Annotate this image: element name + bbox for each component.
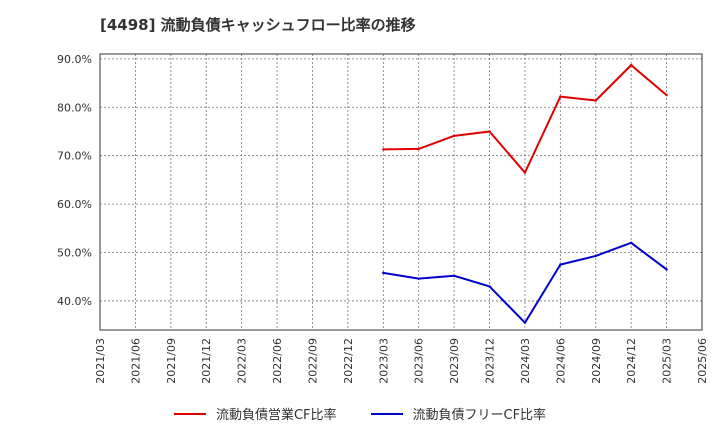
legend-label-free-cf: 流動負債フリーCF比率 [412,408,547,423]
data-point-operating-cf [523,171,527,174]
y-tick-label: 80.0% [57,101,92,114]
data-point-operating-cf [488,130,491,133]
legend-item-operating-cf: 流動負債営業CF比率 [173,404,337,423]
legend-item-free-cf: 流動負債フリーCF比率 [370,404,547,423]
x-tick-label: 2021/12 [200,338,213,384]
legend-label-operating-cf: 流動負債営業CF比率 [215,408,337,423]
y-tick-label: 90.0% [57,53,92,66]
data-point-free-cf [594,254,597,258]
y-tick-label: 50.0% [57,247,92,260]
x-tick-label: 2022/12 [342,338,355,384]
data-point-operating-cf [629,63,633,67]
x-tick-label: 2025/03 [661,338,674,384]
legend-swatch-operating-cf [173,412,206,415]
data-point-operating-cf [559,95,562,98]
x-tick-label: 2024/12 [625,338,638,384]
x-tick-label: 2023/06 [413,338,426,384]
data-point-operating-cf [382,148,385,151]
x-tick-label: 2022/03 [236,338,249,384]
y-tick-label: 70.0% [57,150,92,163]
y-tick-label: 60.0% [57,198,92,211]
chart-title: [4498] 流動負債キャッシュフロー比率の推移 [100,16,416,34]
y-tick-label: 40.0% [57,295,92,308]
legend-swatch-free-cf [370,412,403,415]
x-tick-label: 2021/03 [94,338,107,384]
x-tick-label: 2024/09 [590,338,603,384]
data-point-free-cf [559,263,562,266]
data-point-free-cf [629,241,633,245]
legend: 流動負債営業CF比率 流動負債フリーCF比率 [0,404,720,423]
y-tick-labels: 40.0% 50.0% 60.0% 70.0% 80.0% 90.0% [57,53,92,308]
x-tick-label: 2023/12 [484,338,497,384]
x-tick-label: 2024/03 [519,338,532,384]
data-point-free-cf [665,268,668,271]
x-tick-label: 2021/06 [129,338,142,384]
x-tick-label: 2025/06 [696,338,709,384]
x-tick-labels: 2021/03 2021/06 2021/09 2021/12 2022/03 2022/… [94,338,709,384]
x-tick-label: 2023/09 [448,338,461,384]
x-tick-label: 2023/03 [377,338,390,384]
x-tick-label: 2022/06 [271,338,284,384]
data-point-free-cf [417,277,420,280]
data-point-operating-cf [665,93,668,97]
plot-frame [99,53,703,331]
grid-lines [99,54,703,330]
data-point-operating-cf [417,147,420,151]
data-point-free-cf [382,271,385,275]
series-lines [382,63,668,324]
x-tick-label: 2021/09 [165,338,178,384]
data-point-operating-cf [594,99,597,102]
data-point-operating-cf [452,134,456,138]
data-point-free-cf [488,285,491,288]
x-tick-label: 2024/06 [554,338,567,384]
x-tick-label: 2022/09 [306,338,319,384]
data-point-free-cf [452,274,456,277]
data-point-free-cf [523,321,527,324]
